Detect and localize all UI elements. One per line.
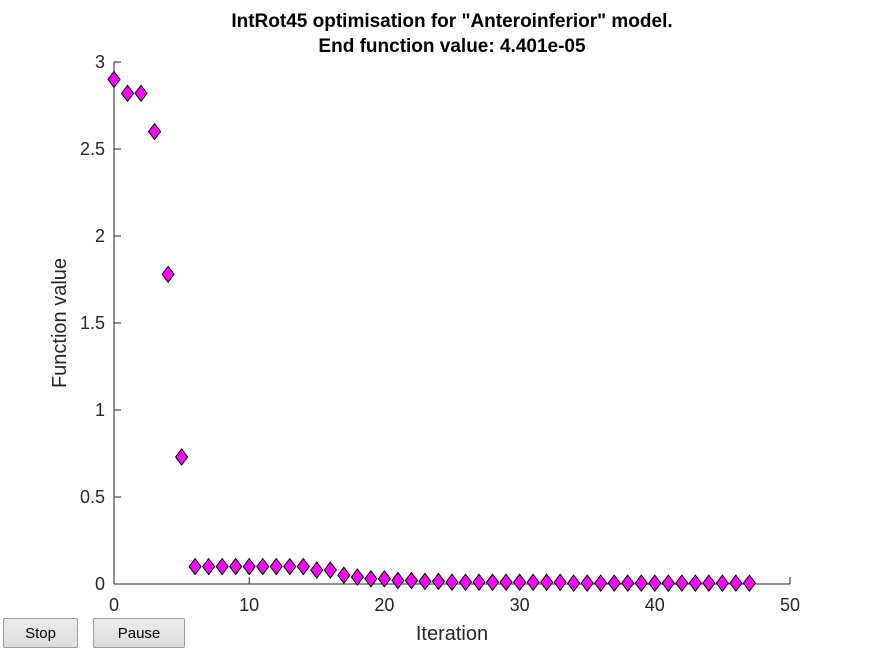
data-point: [107, 70, 121, 89]
data-point: [567, 574, 581, 592]
data-point: [526, 573, 540, 592]
data-point: [445, 573, 459, 592]
tick-labels: 0 10 20 30 40 50 0 0.5 1 1.5 2 2.5 3: [80, 52, 800, 615]
data-point: [458, 573, 473, 592]
data-point: [485, 573, 500, 592]
data-point: [188, 557, 202, 576]
data-point: [174, 448, 189, 466]
data-point: [229, 557, 243, 576]
data-point: [472, 573, 486, 592]
data-point: [364, 569, 378, 588]
y-tick-label: 0: [95, 574, 105, 594]
x-tick-label: 0: [109, 595, 119, 615]
y-axis-label: Function value: [49, 258, 71, 388]
x-tick-label: 40: [645, 595, 665, 615]
chart-title-line-1: IntRot45 optimisation for "Anteroinferio…: [231, 11, 672, 32]
data-point: [540, 573, 554, 592]
data-point: [594, 574, 608, 592]
y-tick-label: 1: [95, 400, 105, 420]
data-point: [215, 557, 229, 576]
data-point: [202, 557, 216, 576]
plot-axes: [113, 61, 791, 585]
data-point: [350, 568, 364, 586]
data-points: [107, 70, 757, 592]
data-point: [648, 574, 662, 592]
data-point: [310, 561, 324, 579]
y-tick-label: 2.5: [80, 139, 105, 159]
data-point: [377, 569, 392, 588]
data-point: [553, 573, 567, 592]
data-point: [715, 574, 730, 592]
y-tick-label: 2: [95, 226, 105, 246]
data-point: [269, 557, 283, 576]
data-point: [688, 574, 702, 592]
data-point: [147, 122, 162, 141]
data-point: [134, 84, 148, 103]
data-point: [242, 557, 256, 576]
x-axis-label: Iteration: [416, 623, 488, 645]
data-point: [729, 574, 743, 592]
data-point: [283, 557, 297, 576]
data-point: [742, 574, 757, 592]
y-tick-label: 3: [95, 52, 105, 72]
data-point: [391, 571, 405, 590]
data-point: [296, 557, 310, 576]
y-tick-label: 0.5: [80, 487, 105, 507]
data-point: [337, 566, 351, 585]
data-point: [323, 561, 337, 579]
chart-title-line-2: End function value: 4.401e-05: [318, 36, 586, 57]
data-point: [499, 573, 513, 592]
data-point: [512, 573, 527, 592]
data-point: [580, 574, 594, 592]
y-tick-label: 1.5: [80, 313, 105, 333]
data-point: [675, 574, 689, 592]
data-point: [404, 571, 419, 590]
data-point: [418, 572, 432, 591]
data-point: [161, 265, 175, 284]
data-point: [661, 574, 675, 592]
x-tick-label: 20: [374, 595, 394, 615]
stop-button[interactable]: Stop: [3, 618, 78, 648]
x-tick-label: 30: [510, 595, 530, 615]
data-point: [621, 574, 635, 592]
data-point: [634, 574, 648, 592]
data-point: [120, 84, 135, 103]
data-point: [607, 574, 621, 592]
data-point: [256, 557, 270, 576]
x-tick-label: 10: [239, 595, 259, 615]
data-point: [702, 574, 716, 592]
data-point: [431, 572, 446, 591]
x-tick-label: 50: [780, 595, 800, 615]
pause-button[interactable]: Pause: [93, 618, 185, 648]
